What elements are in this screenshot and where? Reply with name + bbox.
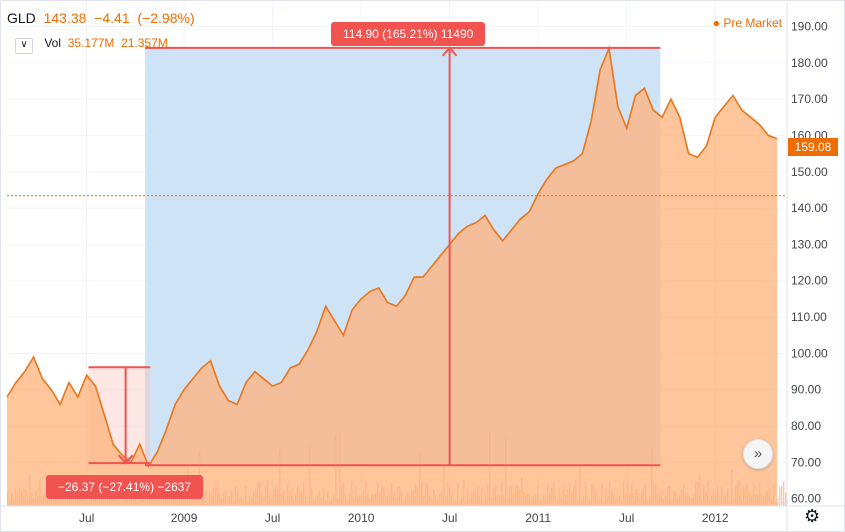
volume-value-1: 35.177M bbox=[67, 36, 115, 50]
y-tick-label: 70.00 bbox=[791, 455, 821, 469]
x-tick-label: 2011 bbox=[525, 511, 551, 525]
settings-gear-icon[interactable]: ⚙ bbox=[804, 506, 821, 526]
volume-bar bbox=[779, 486, 781, 506]
y-tick-label: 110.00 bbox=[791, 310, 827, 324]
pre-market-badge: ● Pre Market bbox=[712, 16, 782, 30]
volume-label: Vol bbox=[44, 36, 62, 50]
volume-bar bbox=[785, 492, 787, 506]
symbol-name: GLD bbox=[7, 10, 36, 26]
x-tick-label: Jul bbox=[79, 511, 94, 525]
volume-bar bbox=[783, 481, 785, 506]
volume-value-2: 21.357M bbox=[121, 36, 168, 50]
y-tick-label: 90.00 bbox=[791, 383, 821, 397]
price-change: −4.41 bbox=[94, 10, 130, 26]
price-value: 143.38 bbox=[43, 10, 87, 26]
y-tick-label: 120.00 bbox=[791, 274, 828, 288]
symbol-header: GLD 143.38 −4.41 (−2.98%) bbox=[7, 10, 195, 26]
last-price-label: 159.08 bbox=[788, 138, 838, 156]
x-tick-label: 2012 bbox=[702, 511, 729, 525]
x-tick-label: 2009 bbox=[171, 511, 198, 525]
measure-arrow-head-0 bbox=[441, 46, 458, 57]
y-tick-label: 100.00 bbox=[791, 346, 828, 360]
x-tick-label: 2010 bbox=[348, 511, 375, 525]
x-tick-label: Jul bbox=[619, 511, 634, 525]
y-tick-label: 140.00 bbox=[791, 201, 828, 215]
measure-arrow-head-1 bbox=[117, 454, 134, 465]
x-tick-label: Jul bbox=[442, 511, 457, 525]
measure-label-down: −26.37 (−27.41%) −2637 bbox=[46, 475, 204, 499]
y-tick-label: 170.00 bbox=[791, 92, 828, 106]
x-tick-label: Jul bbox=[265, 511, 280, 525]
y-tick-label: 80.00 bbox=[791, 419, 821, 433]
price-area bbox=[7, 48, 778, 506]
collapse-chevron-icon[interactable]: ∨ bbox=[15, 38, 33, 54]
y-tick-label: 180.00 bbox=[791, 56, 828, 70]
scroll-to-realtime-button[interactable]: » bbox=[743, 439, 773, 469]
y-tick-label: 60.00 bbox=[791, 492, 821, 506]
volume-bar bbox=[781, 485, 783, 506]
volume-bar bbox=[777, 498, 779, 506]
y-tick-label: 130.00 bbox=[791, 237, 828, 251]
y-tick-label: 150.00 bbox=[791, 165, 828, 179]
measure-label-up: 114.90 (165.21%) 11490 bbox=[331, 22, 486, 46]
y-tick-label: 190.00 bbox=[791, 19, 828, 33]
volume-row: ∨ Vol 35.177M 21.357M bbox=[15, 36, 168, 54]
price-line bbox=[6, 45, 778, 468]
price-change-pct: (−2.98%) bbox=[137, 10, 195, 26]
